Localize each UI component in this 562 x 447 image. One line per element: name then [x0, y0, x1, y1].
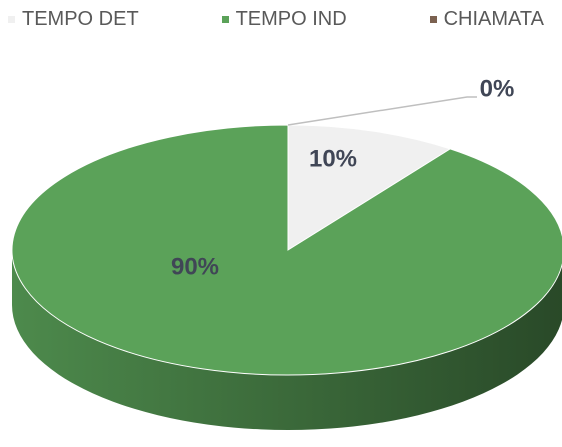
legend-label: TEMPO IND [235, 8, 347, 30]
data-label: 10% [309, 145, 357, 172]
data-label: 0% [480, 75, 515, 102]
legend-item: TEMPO IND [221, 8, 347, 31]
slice-side [12, 250, 562, 430]
legend-label: CHIAMATA [443, 8, 544, 30]
slice [11, 124, 562, 376]
legend-swatch [429, 16, 437, 23]
legend-item: TEMPO DET [8, 8, 139, 31]
slice [287, 124, 452, 251]
legend-swatch [8, 16, 15, 23]
legend-item: CHIAMATA [429, 8, 544, 31]
legend: TEMPO DET TEMPO IND CHIAMATA [0, 8, 562, 31]
legend-swatch [221, 16, 229, 23]
leader-line [287, 96, 477, 126]
legend-label: TEMPO DET [22, 8, 139, 30]
data-label: 90% [171, 253, 219, 280]
